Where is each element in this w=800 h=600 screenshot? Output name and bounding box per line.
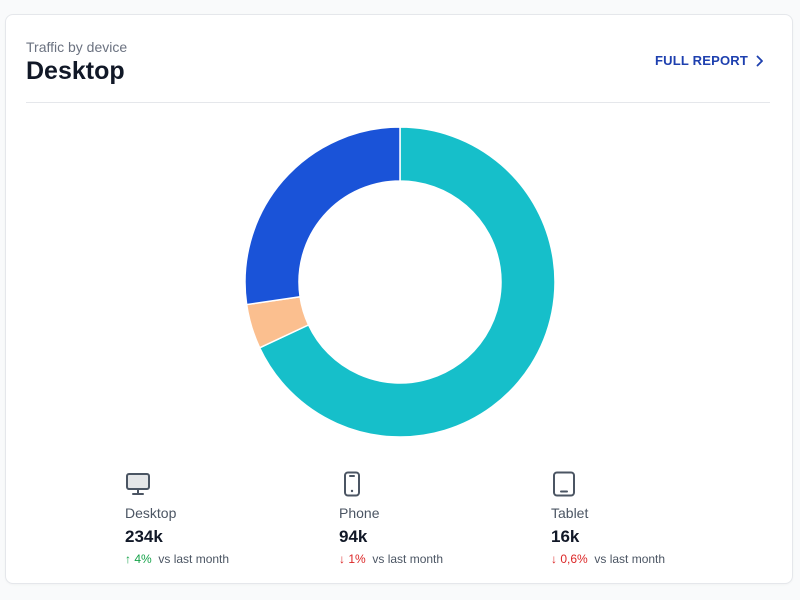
stat-name: Phone (339, 505, 380, 521)
stat-phone: Phone 94k ↓ 1% vs last month (339, 471, 519, 566)
trend-down-icon: ↓ 0,6% (551, 552, 588, 566)
trend-up-icon: ↑ 4% (125, 552, 152, 566)
stat-value: 94k (339, 527, 368, 546)
full-report-label: FULL REPORT (655, 53, 748, 68)
chevron-right-icon (756, 55, 763, 66)
stat-suffix: vs last month (594, 552, 666, 566)
stat-change: ↓ 0,6% vs last month (551, 552, 731, 566)
trend-down-icon: ↓ 1% (339, 552, 366, 566)
stat-desktop: Desktop 234k ↑ 4% vs last month (125, 471, 305, 566)
donut-slice-phone[interactable] (244, 126, 401, 306)
stat-delta: 1% (348, 552, 366, 566)
stat-value: 234k (125, 527, 163, 546)
card-subtitle: Traffic by device (26, 39, 128, 55)
donut-slice-desktop[interactable] (258, 126, 556, 438)
stat-value: 16k (551, 527, 580, 546)
tablet-icon (553, 471, 575, 497)
desktop-icon (126, 473, 150, 495)
phone-icon (344, 471, 360, 497)
traffic-card: Traffic by device Desktop FULL REPORT De… (5, 14, 793, 584)
full-report-link[interactable]: FULL REPORT (655, 53, 764, 68)
stat-name: Desktop (125, 505, 177, 521)
device-donut-chart (244, 126, 556, 438)
stat-tablet: Tablet 16k ↓ 0,6% vs last month (551, 471, 731, 566)
stat-delta: 4% (134, 552, 152, 566)
stat-change: ↑ 4% vs last month (125, 552, 305, 566)
card-title: Desktop (26, 57, 125, 85)
stat-delta: 0,6% (560, 552, 588, 566)
stat-suffix: vs last month (372, 552, 444, 566)
stat-suffix: vs last month (158, 552, 230, 566)
stat-name: Tablet (551, 505, 589, 521)
stat-change: ↓ 1% vs last month (339, 552, 519, 566)
header-divider (26, 102, 770, 103)
